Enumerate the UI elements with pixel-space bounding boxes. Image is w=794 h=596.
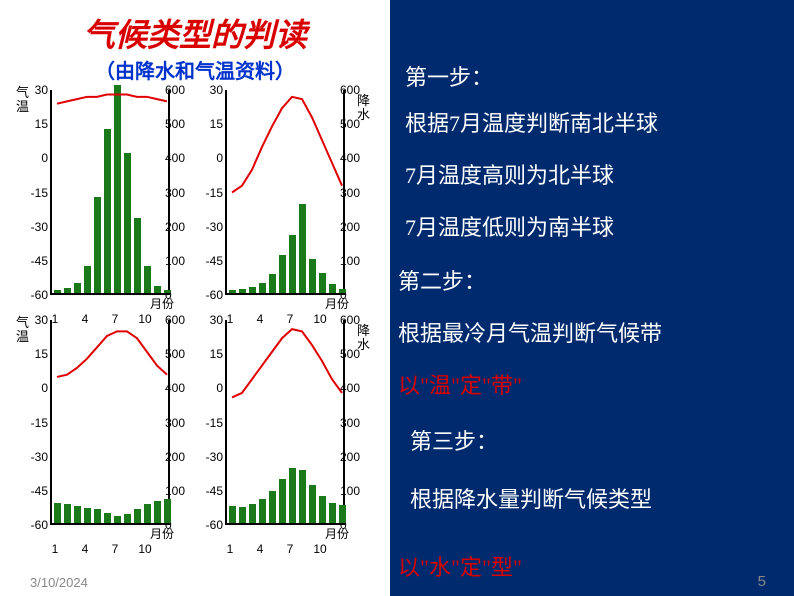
title-sub: （由降水和气温资料）: [0, 55, 390, 84]
temp-line: [52, 90, 168, 293]
temp-ticks: 30150-15-30-45-60: [28, 316, 50, 526]
footer-date: 3/10/2024: [30, 575, 88, 590]
temp-ticks: 30150-15-30-45-60: [203, 86, 225, 296]
step-text-6: 以"温"定"带": [398, 368, 522, 400]
x-unit-label: 月份: [150, 525, 174, 542]
temp-line: [227, 90, 343, 293]
left-panel: 气候类型的判读 （由降水和气温资料） 气温30150-15-30-45-6060…: [0, 0, 390, 596]
step-text-3: 7月温度低则为南半球: [405, 210, 614, 242]
temp-ticks: 30150-15-30-45-60: [203, 316, 225, 526]
temp-line: [227, 320, 343, 523]
x-unit-label: 月份: [325, 295, 349, 312]
climate-chart-3: 降水30150-15-30-45-60600500400300200100014…: [193, 316, 368, 546]
title-main: 气候类型的判读: [0, 10, 390, 56]
step-text-2: 7月温度高则为北半球: [405, 158, 614, 190]
climate-chart-0: 气温30150-15-30-45-60600500400300200100014…: [18, 86, 193, 316]
temp-ticks: 30150-15-30-45-60: [28, 86, 50, 296]
step-text-7: 第三步：: [410, 424, 498, 456]
plot-area: [50, 320, 170, 525]
x-unit-label: 月份: [325, 525, 349, 542]
step-text-1: 根据7月温度判断南北半球: [405, 106, 658, 138]
temp-line: [52, 320, 168, 523]
step-text-4: 第二步：: [398, 264, 486, 296]
climate-chart-1: 降水30150-15-30-45-60600500400300200100014…: [193, 86, 368, 316]
step-text-5: 根据最冷月气温判断气候带: [398, 316, 662, 348]
footer-page: 5: [758, 573, 766, 590]
x-unit-label: 月份: [150, 295, 174, 312]
step-text-0: 第一步：: [405, 60, 493, 92]
charts-grid: 气温30150-15-30-45-60600500400300200100014…: [18, 86, 368, 546]
step-text-9: 以"水"定"型": [398, 550, 522, 582]
plot-area: [225, 320, 345, 525]
step-text-8: 根据降水量判断气候类型: [410, 482, 652, 514]
climate-chart-2: 气温30150-15-30-45-60600500400300200100014…: [18, 316, 193, 546]
plot-area: [50, 90, 170, 295]
plot-area: [225, 90, 345, 295]
